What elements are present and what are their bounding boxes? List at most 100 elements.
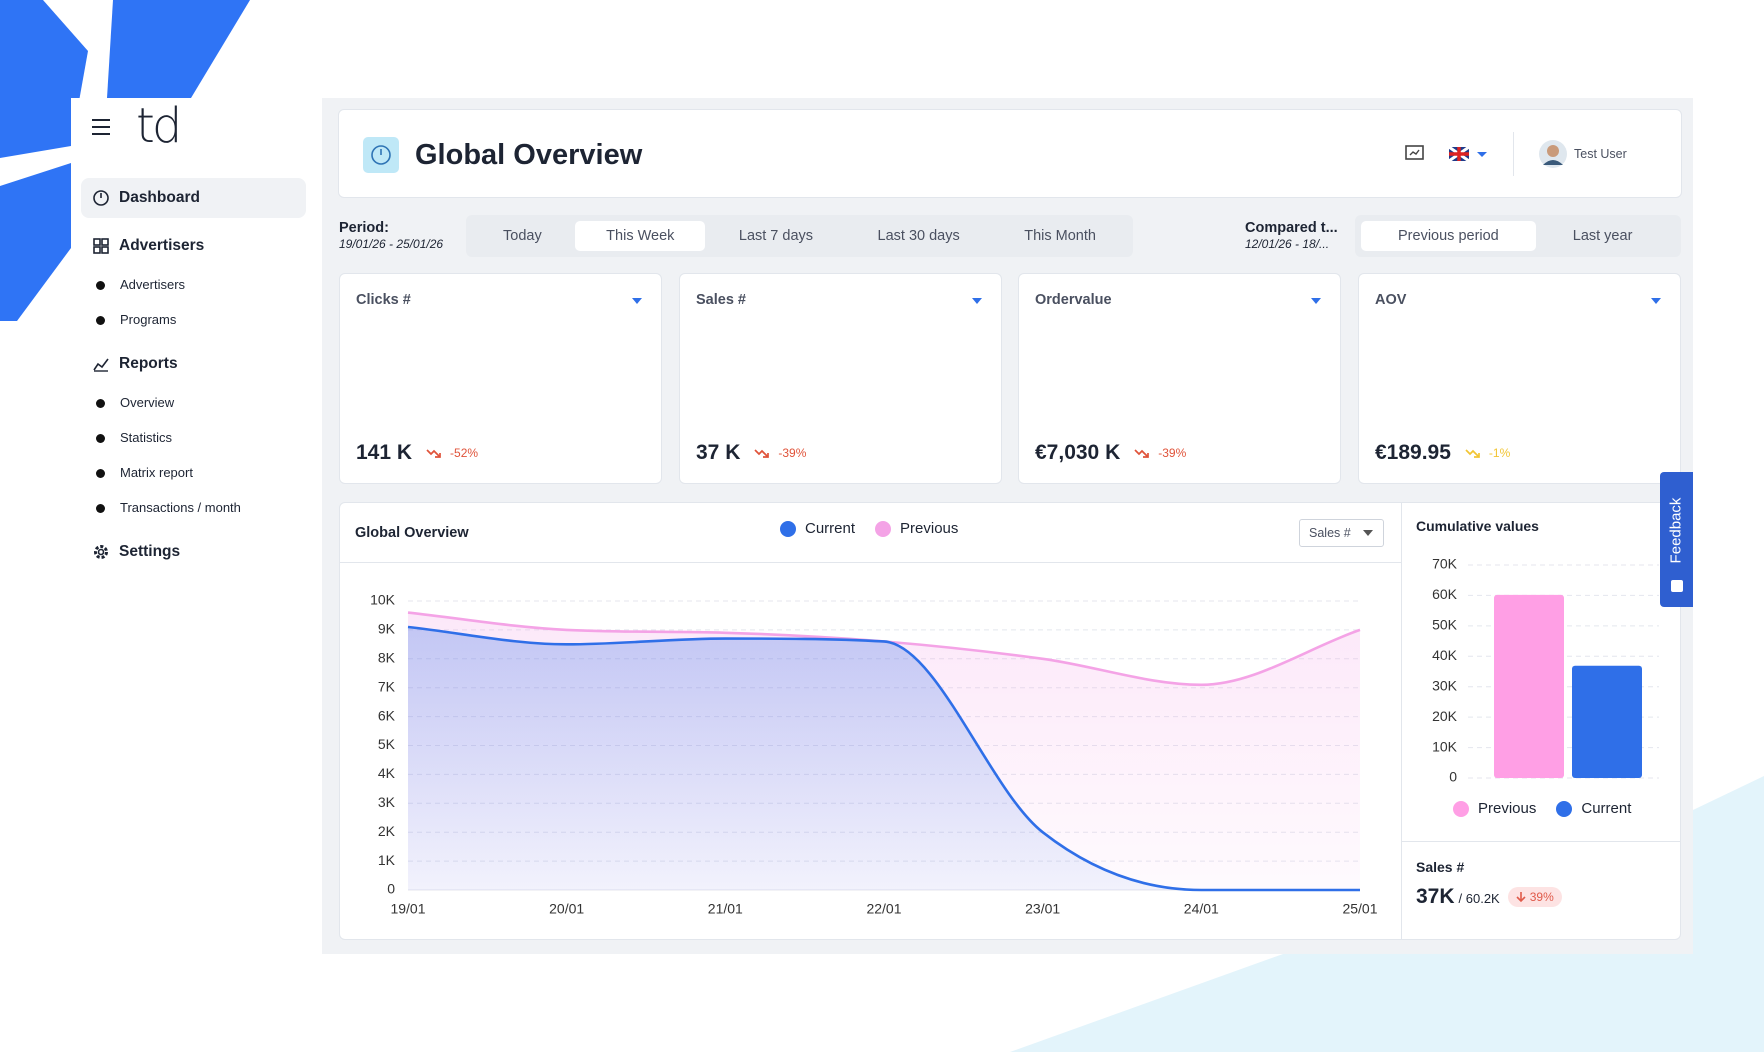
divider — [340, 562, 1401, 563]
dropdown-label: Sales # — [1309, 526, 1351, 540]
tab[interactable]: This Month — [1024, 228, 1096, 244]
legend-item[interactable]: Previous — [875, 520, 958, 537]
nav-subitem[interactable]: Overview — [92, 388, 306, 418]
feedback-tab[interactable]: Feedback — [1660, 472, 1693, 607]
icon-part — [94, 545, 108, 559]
icon-part — [101, 246, 109, 254]
kpi-change: -52% — [450, 446, 479, 460]
period-range: 19/01/26 - 25/01/26 — [339, 237, 444, 251]
icon-part — [97, 548, 105, 556]
tab[interactable]: Last 7 days — [738, 228, 814, 244]
tab[interactable]: Last 30 days — [877, 228, 960, 244]
nav-item[interactable]: Reports — [81, 344, 306, 384]
kpi-change: -39% — [1158, 446, 1187, 460]
nav-subitem[interactable]: Matrix report — [92, 458, 306, 488]
legend-label: Previous — [1478, 800, 1537, 817]
icon-part — [1405, 145, 1424, 160]
kpi-name: Ordervalue — [1035, 292, 1112, 308]
summary-row: 37K / 60.2K 39% — [1416, 885, 1562, 909]
nav-subitem[interactable]: Programs — [92, 305, 306, 335]
nav-subitem[interactable]: Statistics — [92, 423, 306, 453]
icon-part — [763, 453, 770, 458]
icon-part — [93, 238, 101, 246]
nav-sublabel: Statistics — [120, 430, 173, 445]
kpi-dropdown[interactable] — [632, 298, 642, 304]
legend-item[interactable]: Current — [780, 520, 855, 537]
legend-label: Current — [805, 520, 856, 537]
icon-part — [754, 449, 769, 458]
language-flag[interactable] — [1449, 144, 1491, 164]
nav-item[interactable]: Dashboard — [81, 178, 306, 218]
kpi-value-row: €189.95 -1% — [1375, 441, 1510, 465]
tab[interactable]: This Week — [575, 221, 706, 251]
chat-icon[interactable] — [1404, 144, 1426, 164]
menu-bar — [92, 133, 110, 135]
kpi-value: €7,030 K — [1035, 441, 1121, 464]
metric-dropdown[interactable]: Sales # — [1299, 519, 1384, 547]
legend-dot — [875, 520, 892, 537]
trend-icon — [754, 449, 770, 458]
kpi-value-row: 141 K -52% — [356, 441, 478, 465]
kpi-card: Ordervalue €7,030 K -39% — [1018, 273, 1341, 484]
tab[interactable]: Previous period — [1361, 221, 1536, 251]
legend-label: Current — [1581, 800, 1632, 817]
kpi-value: 37 K — [696, 441, 741, 464]
nav-item[interactable]: Advertisers — [81, 226, 306, 266]
icon-part — [371, 145, 391, 165]
chart-title: Global Overview — [355, 525, 469, 541]
bg-shape — [1010, 776, 1764, 1052]
legend-item[interactable]: Current — [1556, 800, 1631, 817]
legend-label: Previous — [900, 520, 959, 537]
bg-shape — [0, 0, 88, 158]
summary-current: 37K — [1416, 885, 1455, 908]
page-title: Global Overview — [415, 139, 643, 171]
icon-part — [1547, 145, 1559, 157]
header-card: Global Overview Test User — [338, 109, 1682, 198]
period-label: Period: — [339, 220, 389, 236]
menu-icon[interactable] — [92, 118, 114, 136]
bullet — [96, 434, 105, 443]
compare-label: Compared t... — [1245, 220, 1338, 236]
trend-icon — [426, 449, 441, 458]
nav-item[interactable]: Settings — [81, 532, 306, 572]
nav-label: Reports — [119, 355, 178, 372]
icon-part — [1543, 160, 1563, 165]
kpi-value-row: €7,030 K -39% — [1035, 441, 1186, 465]
icon-part — [93, 358, 109, 371]
divider — [1402, 841, 1681, 842]
bullet — [96, 504, 105, 513]
user-name[interactable]: Test User — [1574, 147, 1627, 161]
icon-part — [435, 453, 441, 458]
kpi-change: -1% — [1488, 446, 1511, 460]
kpi-dropdown[interactable] — [1311, 298, 1321, 304]
avatar[interactable] — [1538, 139, 1568, 169]
kpi-dropdown[interactable] — [972, 298, 982, 304]
nav-subitem[interactable]: Transactions / month — [92, 493, 306, 523]
legend: Current Previous — [780, 520, 958, 537]
bullet — [96, 281, 105, 290]
icon-part — [101, 238, 109, 246]
summary-badge: 39% — [1507, 887, 1562, 907]
tab[interactable]: Last year — [1572, 228, 1633, 244]
legend-dot — [1453, 800, 1469, 817]
feedback-icon — [1671, 580, 1683, 592]
menu-bar — [92, 126, 110, 128]
icon-part — [1134, 449, 1149, 458]
bullet — [96, 399, 105, 408]
kpi-change: -39% — [778, 446, 807, 460]
kpi-value: €189.95 — [1375, 441, 1451, 464]
header-icon — [363, 137, 399, 173]
compare-range: 12/01/26 - 18/... — [1245, 237, 1330, 251]
gauge-icon — [371, 145, 391, 165]
bg-shape — [107, 0, 250, 98]
legend: Previous Current — [1453, 800, 1631, 817]
legend-item[interactable]: Previous — [1453, 800, 1536, 817]
feedback-label: Feedback — [1667, 497, 1685, 564]
icon-part — [93, 246, 101, 254]
dropdown-caret — [1363, 530, 1373, 536]
nav-subitem[interactable]: Advertisers — [92, 270, 306, 300]
kpi-dropdown[interactable] — [1651, 298, 1661, 304]
icon-part — [1473, 453, 1480, 458]
tab[interactable]: Today — [503, 228, 542, 244]
